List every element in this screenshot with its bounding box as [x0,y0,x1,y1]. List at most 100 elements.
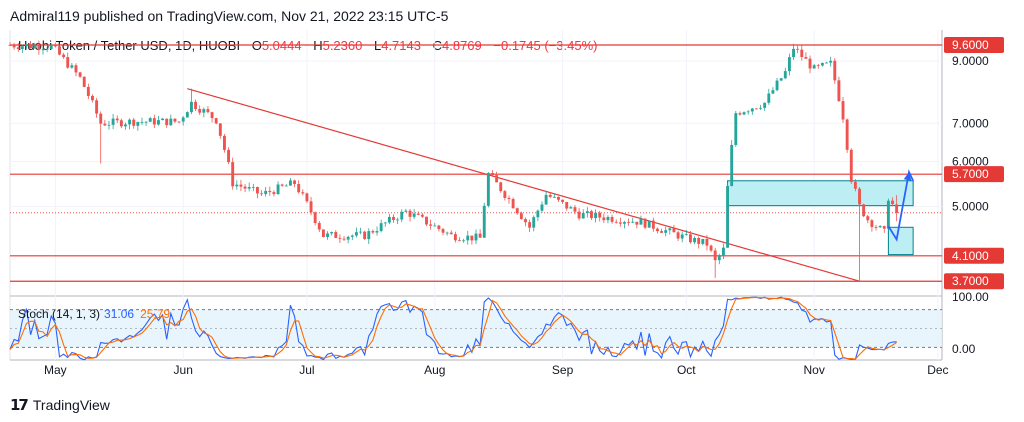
supply-demand-zone[interactable] [727,180,914,207]
candle-body [321,229,325,237]
price-tag[interactable] [944,37,1004,54]
stoch-tick: 0.00 [952,342,976,356]
candle-body [853,181,857,189]
candle-body [486,173,490,206]
candle-body [157,120,160,125]
stoch-title: Stoch (14, 1, 3) [18,307,101,321]
price-tag[interactable] [944,273,1004,290]
candle-body [70,65,74,68]
candle-body [800,49,804,58]
candle-body [503,191,507,198]
publisher-line: Admiral119 published on TradingView.com,… [10,8,449,24]
candle-body [235,184,239,187]
candle-body [536,210,540,218]
candle-body [647,220,651,228]
candle-body [326,233,329,237]
stoch-pane[interactable] [9,296,942,361]
candle-body [713,250,717,261]
candle-body [91,95,94,101]
candle-body [383,222,387,224]
candle-body [53,44,57,47]
candle-body [515,208,519,214]
candle-body [684,234,688,236]
candle-body [49,44,53,49]
candle-body [668,228,672,231]
price-tag[interactable] [944,247,1004,264]
candle-body [210,112,214,119]
candle-body [639,218,643,225]
candle-body [548,194,552,197]
stoch-legend[interactable]: Stoch (14, 1, 3) 31.06 25.79 [18,307,170,321]
candle-body [342,238,346,240]
candle-body [119,120,123,127]
candle-body [693,238,697,243]
projection-path[interactable] [887,169,914,242]
month-label: Jun [174,363,193,377]
candle-body [363,231,367,240]
candle-body [412,213,416,217]
candle-body [124,124,127,127]
candle-body [408,210,412,217]
candle-body [470,235,474,241]
candle-body [783,71,787,79]
candle-body [313,212,317,223]
candle-body [29,44,33,48]
price-tick: 7.0000 [952,116,989,130]
candle-body [437,225,441,230]
candle-body [891,200,894,204]
candle-body [330,232,334,234]
candle-body [111,118,115,125]
price-tag-text: 4.1000 [952,249,989,263]
candle-body [643,218,647,228]
price-tick: 6.0000 [952,154,989,168]
candle-body [717,255,721,261]
candle-body [845,119,849,150]
candle-body [268,190,272,193]
candle-body [474,233,478,241]
candle-body [367,231,371,240]
candle-body [820,62,824,66]
candle-body [750,108,754,112]
candle-body [874,226,878,228]
horizontal-levels[interactable] [10,44,942,282]
candle-body [775,80,779,91]
candle-body [392,216,395,220]
candle-body [379,223,383,232]
candle-body [849,149,853,182]
candle-body [721,247,725,256]
candle-body [194,101,198,110]
price-tag[interactable] [944,166,1004,183]
candle-body [631,221,635,223]
candle-body [198,109,202,113]
price-axis[interactable]: USDT9.00007.00006.00005.00004.1000100.00… [944,37,1004,356]
trendline[interactable] [187,88,860,282]
candle-body [590,211,593,219]
candle-body [651,220,655,229]
candle-body [206,109,210,113]
candle-body [763,102,767,108]
candle-body [862,204,866,217]
candle-body [128,119,132,125]
candle-body [565,201,569,209]
candle-body [672,228,676,233]
candle-body [375,231,379,233]
candle-body [734,113,738,145]
candle-body [251,186,255,188]
candle-body [804,57,808,59]
candle-body [701,238,705,244]
candle-body [8,45,12,46]
candle-body [416,213,420,215]
candle-body [293,180,296,184]
candle-body [635,221,639,225]
candle-body [808,58,812,69]
price-tag-text: 3.7000 [952,274,989,288]
candle-body [260,193,264,195]
time-axis[interactable]: May Jun Jul Aug Sep Oct Nov Dec [44,363,949,377]
candle-body [429,224,433,226]
candle-body [458,240,461,242]
tradingview-footer[interactable]: 𝟭𝟳 TradingView [10,396,110,414]
stoch-k-value: 31.06 [104,307,135,321]
candle-body [334,232,338,238]
candle-body [816,65,820,67]
